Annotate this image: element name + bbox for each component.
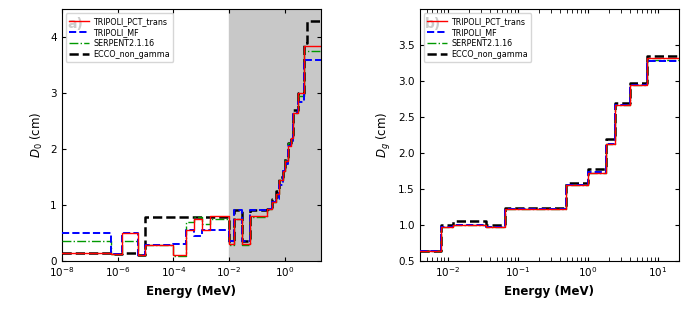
Text: b): b): [425, 17, 441, 31]
Text: a): a): [67, 17, 83, 31]
Y-axis label: $D_0$ (cm): $D_0$ (cm): [29, 112, 45, 158]
Legend: TRIPOLI_PCT_trans, TRIPOLI_MF, SERPENT2.1.16, ECCO_non_gamma: TRIPOLI_PCT_trans, TRIPOLI_MF, SERPENT2.…: [424, 14, 531, 62]
Bar: [229, 9, 321, 261]
X-axis label: Energy (MeV): Energy (MeV): [146, 285, 237, 298]
X-axis label: Energy (MeV): Energy (MeV): [504, 285, 595, 298]
Legend: TRIPOLI_PCT_trans, TRIPOLI_MF, SERPENT2.1.16, ECCO_non_gamma: TRIPOLI_PCT_trans, TRIPOLI_MF, SERPENT2.…: [66, 14, 173, 62]
Y-axis label: $D_g$ (cm): $D_g$ (cm): [375, 112, 392, 158]
